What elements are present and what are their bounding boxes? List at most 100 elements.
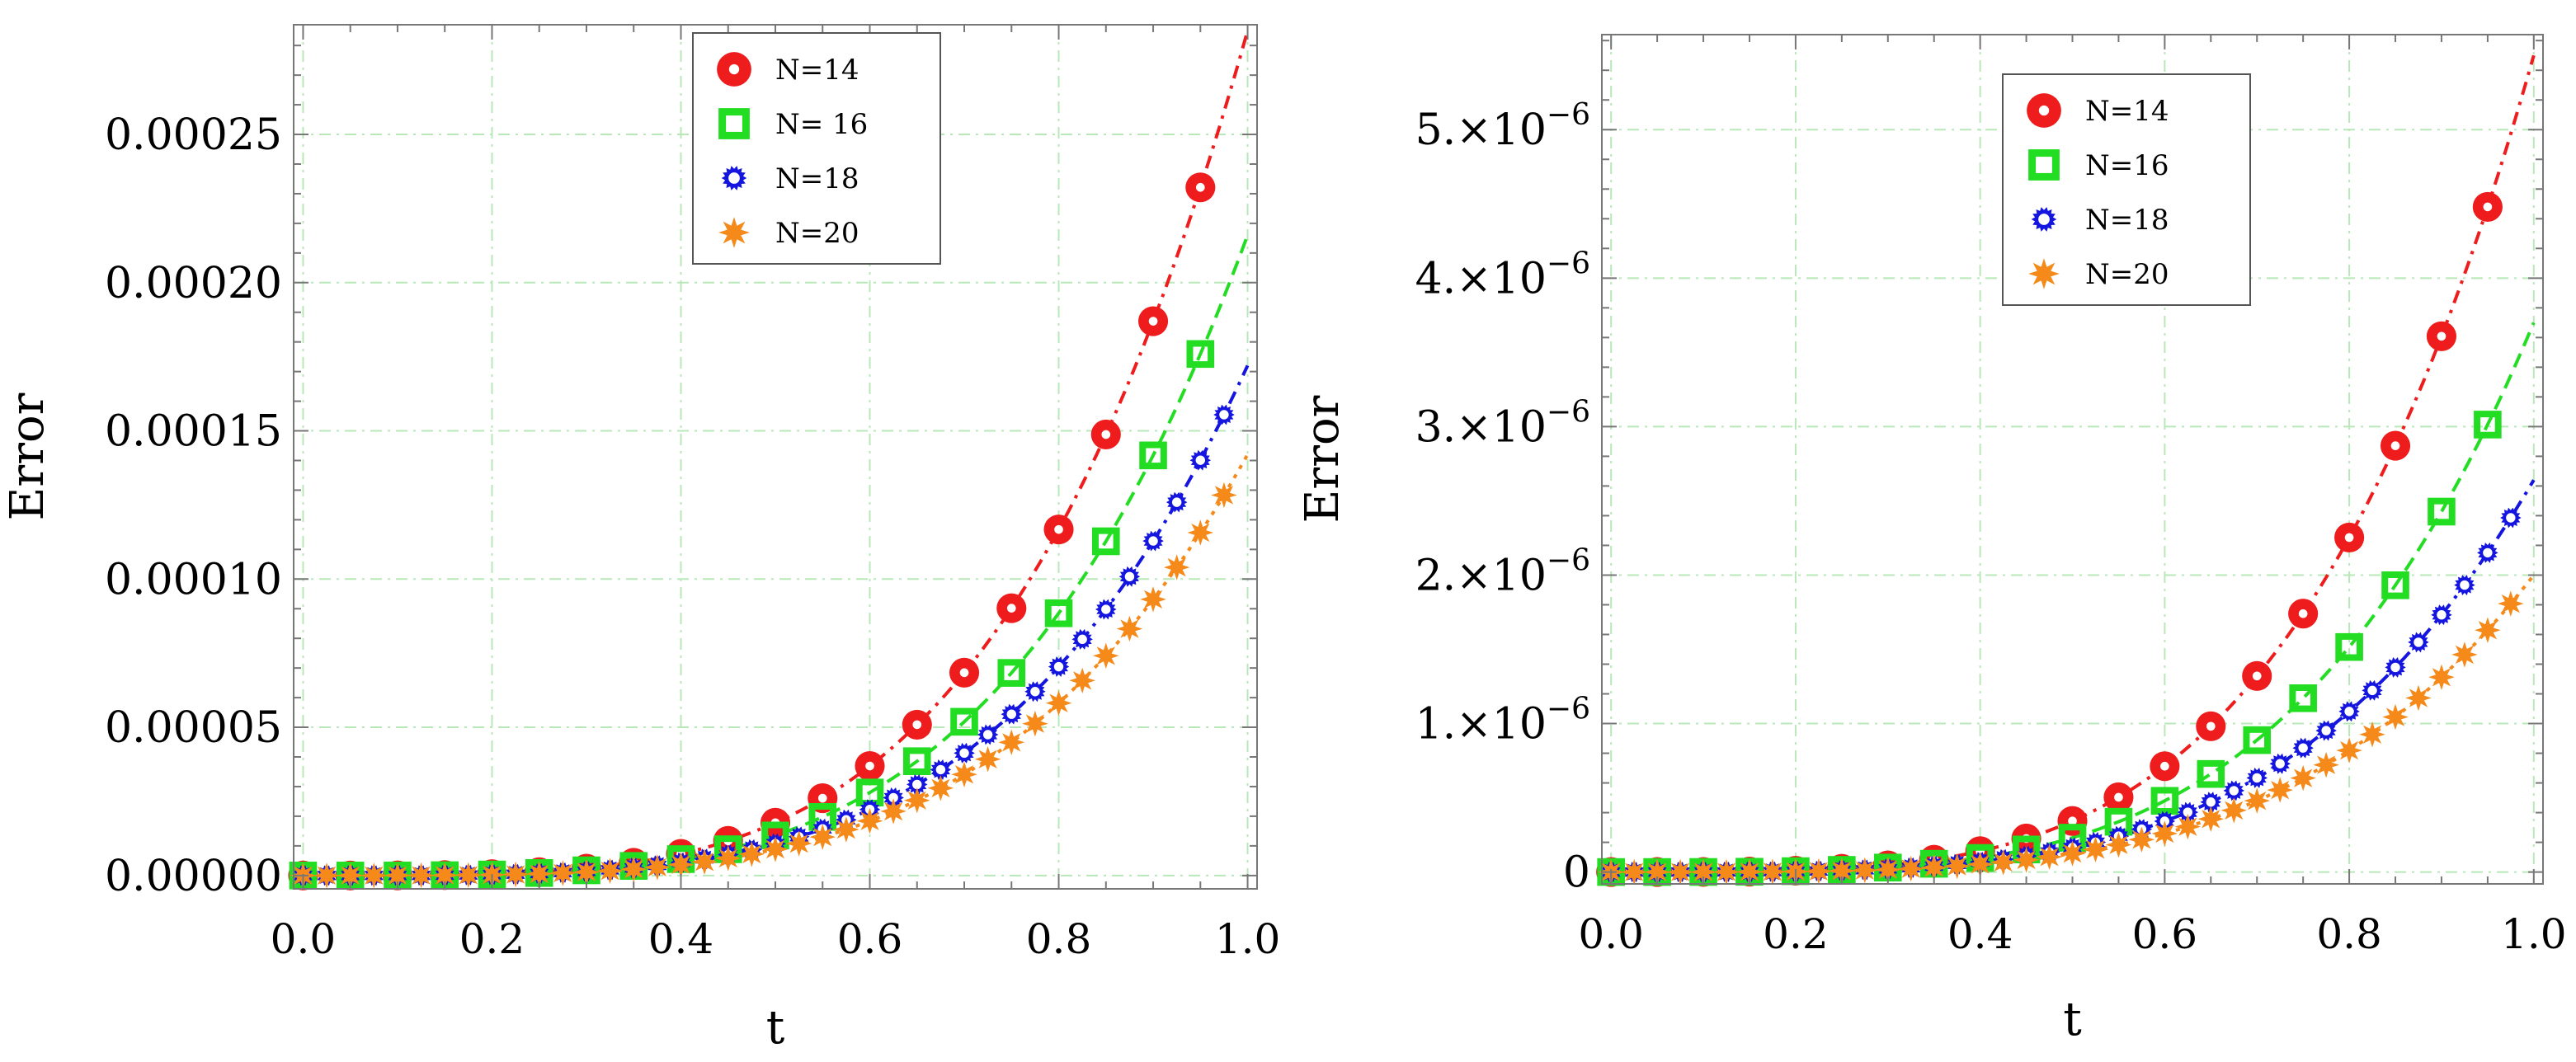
series-4-point bbox=[455, 862, 482, 889]
legend: N=14 N=16 N=18 N=20 bbox=[2002, 73, 2251, 306]
series-4-point bbox=[1116, 615, 1143, 642]
legend-label-3: N=18 bbox=[2085, 204, 2169, 237]
series-3-point bbox=[1024, 681, 1046, 703]
series-4-point bbox=[2382, 703, 2409, 731]
y-tick-label: 2.×10−6 bbox=[1415, 543, 1590, 600]
series-4-point bbox=[904, 787, 930, 814]
series-4-point bbox=[620, 856, 647, 882]
y-tick-label: 3.×10−6 bbox=[1415, 395, 1590, 452]
y-tick-label: 0 bbox=[1563, 848, 1590, 898]
series-4-point bbox=[2405, 684, 2432, 712]
series-2-point bbox=[2150, 787, 2179, 815]
series-4-point bbox=[1069, 667, 1095, 694]
series-3-point bbox=[2385, 657, 2406, 678]
series-2-point bbox=[1091, 527, 1120, 556]
series-4-point bbox=[974, 746, 1001, 773]
series-4-point bbox=[1163, 554, 1190, 580]
series-1-point bbox=[2472, 191, 2503, 222]
series-2-point bbox=[2243, 726, 2272, 754]
legend-label-2: N= 16 bbox=[775, 108, 868, 141]
x-axis-label: t bbox=[2063, 993, 2082, 1046]
series-1-point bbox=[2426, 321, 2457, 351]
series-4-point bbox=[2197, 806, 2224, 833]
series-3-point bbox=[1118, 566, 1141, 587]
series-4-point bbox=[313, 862, 340, 889]
series-4-point bbox=[1045, 690, 1072, 717]
y-tick-label: 0.00025 bbox=[105, 110, 282, 160]
series-4-point bbox=[1990, 849, 2017, 876]
series-3-point bbox=[1142, 530, 1164, 552]
series-4-point bbox=[856, 807, 883, 834]
series-4-point bbox=[1736, 858, 1763, 886]
series-4-point bbox=[738, 841, 765, 867]
series-4-point bbox=[2428, 664, 2455, 691]
series-2-point bbox=[2197, 759, 2225, 788]
series-4-point bbox=[1921, 854, 1947, 881]
y-tick-label: 1.×10−6 bbox=[1415, 693, 1590, 750]
data-points bbox=[288, 172, 1237, 890]
y-axis-label: Error bbox=[1296, 395, 1349, 523]
series-3-point bbox=[954, 742, 975, 764]
series-4-point bbox=[1713, 858, 1740, 886]
series-4-point bbox=[549, 860, 577, 886]
series-line-2 bbox=[303, 234, 1250, 877]
series-4-point bbox=[1943, 853, 1971, 880]
x-tick-labels: 0.0 0.2 0.4 0.6 0.8 1.0 bbox=[1578, 910, 2566, 958]
series-3-point bbox=[2177, 801, 2199, 823]
y-tick-label: 0.00000 bbox=[105, 852, 282, 901]
legend-label-3: N=18 bbox=[775, 162, 859, 195]
series-4-point bbox=[2498, 590, 2524, 617]
x-tick-label: 1.0 bbox=[1215, 915, 1281, 963]
series-4-point bbox=[1690, 858, 1717, 886]
series-4-point bbox=[762, 836, 789, 862]
series-4-point bbox=[2105, 831, 2132, 858]
series-2-point bbox=[1186, 340, 1215, 369]
series-4-point bbox=[998, 729, 1024, 755]
series-line-2 bbox=[1611, 322, 2536, 874]
series-1-point bbox=[2334, 522, 2365, 552]
series-4-point bbox=[2336, 737, 2362, 764]
series-4-point bbox=[1093, 642, 1119, 670]
y-tick-label: 0.00010 bbox=[105, 555, 282, 604]
y-axis-label: Error bbox=[1, 392, 54, 520]
series-3-point bbox=[2292, 737, 2314, 759]
legend-label-1: N=14 bbox=[775, 54, 859, 87]
legend-label-1: N=14 bbox=[2085, 95, 2169, 128]
y-tick-label: 4.×10−6 bbox=[1415, 247, 1590, 303]
series-3-point bbox=[2315, 720, 2337, 741]
x-tick-label: 0.6 bbox=[837, 915, 903, 963]
x-tick-label: 0.8 bbox=[2316, 910, 2382, 958]
series-4-point bbox=[407, 862, 435, 889]
legend-label-4: N=20 bbox=[775, 217, 859, 250]
series-3-point bbox=[2454, 575, 2475, 595]
series-4-point bbox=[2174, 813, 2202, 840]
axis-ticks bbox=[294, 25, 1257, 889]
series-3-point bbox=[1071, 628, 1093, 650]
series-3-point bbox=[1001, 703, 1022, 725]
series-4-point bbox=[833, 816, 859, 843]
legend-marker-3 bbox=[2031, 207, 2057, 232]
series-1-point bbox=[1090, 419, 1121, 450]
series-4-point bbox=[691, 848, 718, 875]
legend-marker-4 bbox=[718, 217, 750, 248]
series-4-point bbox=[715, 845, 742, 872]
series-2-point bbox=[2381, 571, 2409, 599]
legend-marker-2 bbox=[2028, 149, 2060, 181]
series-4-point bbox=[526, 861, 553, 887]
series-4-point bbox=[2244, 787, 2270, 814]
series-3-point bbox=[883, 787, 904, 808]
series-4-point bbox=[2359, 721, 2385, 748]
series-1-point bbox=[855, 750, 885, 782]
legend-marker-1 bbox=[2027, 93, 2061, 128]
series-1-point bbox=[949, 657, 980, 688]
series-4-point bbox=[1211, 482, 1237, 509]
series-4-point bbox=[573, 858, 600, 886]
series-1-point bbox=[1043, 515, 1074, 545]
series-2-point bbox=[2428, 497, 2456, 526]
series-4-point bbox=[360, 862, 388, 889]
series-4-point bbox=[2451, 641, 2478, 668]
series-1-point bbox=[2103, 782, 2134, 813]
x-axis-label: t bbox=[766, 1001, 785, 1055]
series-2-point bbox=[2289, 684, 2317, 712]
